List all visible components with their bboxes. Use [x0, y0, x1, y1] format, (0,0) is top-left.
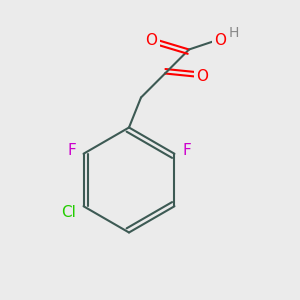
Text: F: F	[182, 143, 191, 158]
Text: O: O	[146, 33, 158, 48]
Text: O: O	[214, 33, 226, 48]
Text: Cl: Cl	[61, 205, 76, 220]
Text: F: F	[67, 143, 76, 158]
Text: H: H	[229, 26, 239, 40]
Text: O: O	[196, 69, 208, 84]
